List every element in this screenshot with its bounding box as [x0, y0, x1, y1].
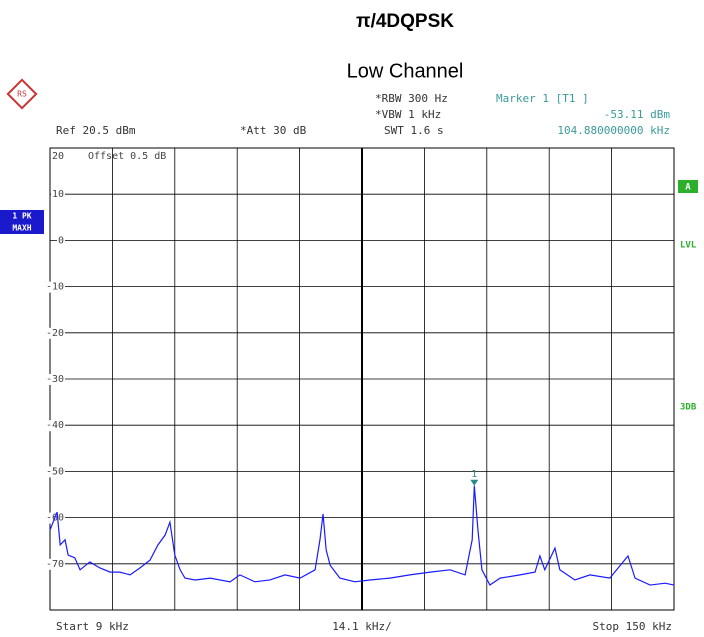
tick-bg	[44, 466, 65, 478]
stop-freq: Stop 150 kHz	[593, 620, 672, 633]
trace-badge	[0, 210, 44, 234]
swt: SWT 1.6 s	[384, 124, 444, 137]
tick-bg	[44, 374, 65, 385]
a-label: A	[685, 183, 691, 193]
offset: Offset 0.5 dB	[88, 151, 166, 162]
y-tick-label: 10	[52, 189, 64, 200]
trace	[49, 485, 675, 586]
y-tick-label: -50	[46, 466, 64, 477]
logo: RS	[6, 78, 38, 110]
svg-text:RS: RS	[17, 90, 27, 99]
db-label: 3DB	[680, 403, 697, 413]
mode-label: MAXH	[12, 224, 31, 233]
a-badge	[678, 180, 698, 193]
y-tick-label: -40	[46, 420, 64, 431]
tick-bg	[44, 327, 65, 339]
rbw: *RBW 300 Hz	[375, 92, 448, 105]
tick-bg	[44, 558, 65, 570]
marker-freq: 104.880000000 kHz	[557, 124, 670, 137]
y-tick-label: -20	[46, 328, 64, 339]
y-tick-label: 0	[58, 235, 64, 246]
marker-level: -53.11 dBm	[604, 108, 671, 121]
y-tick-label: -30	[46, 374, 64, 385]
tick-bg	[50, 189, 65, 201]
start-freq: Start 9 kHz	[56, 620, 129, 633]
marker-label: 1	[471, 469, 477, 480]
y-tick-label: -70	[46, 559, 64, 570]
vbw: *VBW 1 kHz	[375, 108, 441, 121]
marker-name: Marker 1 [T1 ]	[496, 92, 589, 105]
attenuation: *Att 30 dB	[240, 124, 307, 137]
trace-label: 1 PK	[12, 212, 31, 221]
y-tick-label: -10	[46, 282, 64, 293]
chart-title: π/4DQPSK	[356, 11, 454, 32]
tick-bg	[56, 235, 65, 247]
lvl-label: LVL	[680, 241, 697, 251]
ref-level: Ref 20.5 dBm	[56, 124, 136, 137]
marker	[470, 479, 479, 486]
tick-bg	[44, 281, 65, 293]
tick-bg	[44, 420, 65, 432]
y-tick-label: 20	[52, 151, 64, 162]
freq-per-div: 14.1 kHz/	[332, 620, 392, 633]
chart-subtitle: Low Channel	[347, 60, 464, 82]
